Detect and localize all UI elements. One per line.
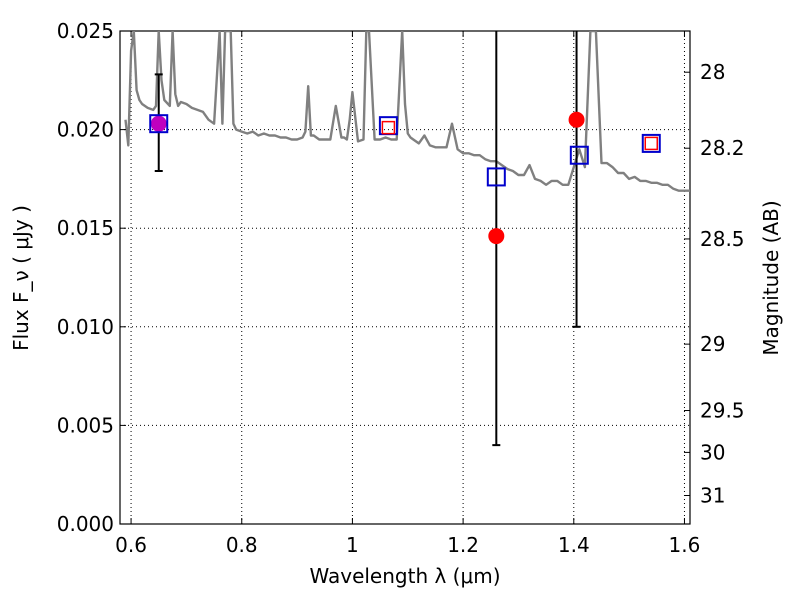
observed-point: [568, 111, 585, 128]
mag-tick-label: 31: [700, 483, 725, 507]
model-phot-square: [149, 114, 169, 134]
y-tick-label: 0.010: [57, 315, 114, 339]
model-spectrum: [124, 31, 690, 192]
y-tick-label: 0.020: [57, 118, 114, 142]
grid: [120, 30, 690, 525]
x-tick-label: 1.6: [669, 533, 701, 557]
y-tick-label: 0.000: [57, 512, 114, 536]
observed-point: [488, 228, 505, 245]
x-tick-label: 1: [346, 533, 359, 557]
error-bars: [154, 31, 581, 447]
mag-tick-label: 28: [700, 60, 725, 84]
mag-tick-label: 29.5: [700, 399, 745, 423]
outlier-square: [381, 120, 396, 135]
y-tick-label: 0.015: [57, 216, 114, 240]
observed-point: [150, 115, 167, 132]
model-phot-square: [486, 167, 506, 187]
x-tick-label: 0.8: [226, 533, 258, 557]
mag-tick-label: 28.5: [700, 227, 745, 251]
y-tick-label: 0.005: [57, 413, 114, 437]
axes: 0.6 0.8 1 1.2 1.4 1.6 0.000 0.005 0.010 0.015 0.02…: [57, 19, 745, 557]
markers: [149, 111, 661, 245]
mag-tick-label: 29: [700, 332, 725, 356]
y-axis-title-right: Magnitude (AB): [759, 200, 783, 355]
x-tick-label: 1.2: [447, 533, 479, 557]
mag-tick-label: 28.2: [700, 136, 745, 160]
model-phot-square: [569, 145, 589, 165]
model-spectrum-line: [124, 31, 690, 192]
y-tick-label: 0.025: [57, 19, 114, 43]
model-phot-square: [641, 133, 661, 153]
x-axis-title: Wavelength λ (μm): [309, 564, 500, 588]
y-axis-title-left: Flux F_ν ( μJy ): [9, 205, 33, 351]
x-tick-label: 0.6: [115, 533, 147, 557]
outlier-square: [644, 136, 659, 151]
mag-tick-label: 30: [700, 440, 725, 464]
x-tick-label: 1.4: [558, 533, 590, 557]
